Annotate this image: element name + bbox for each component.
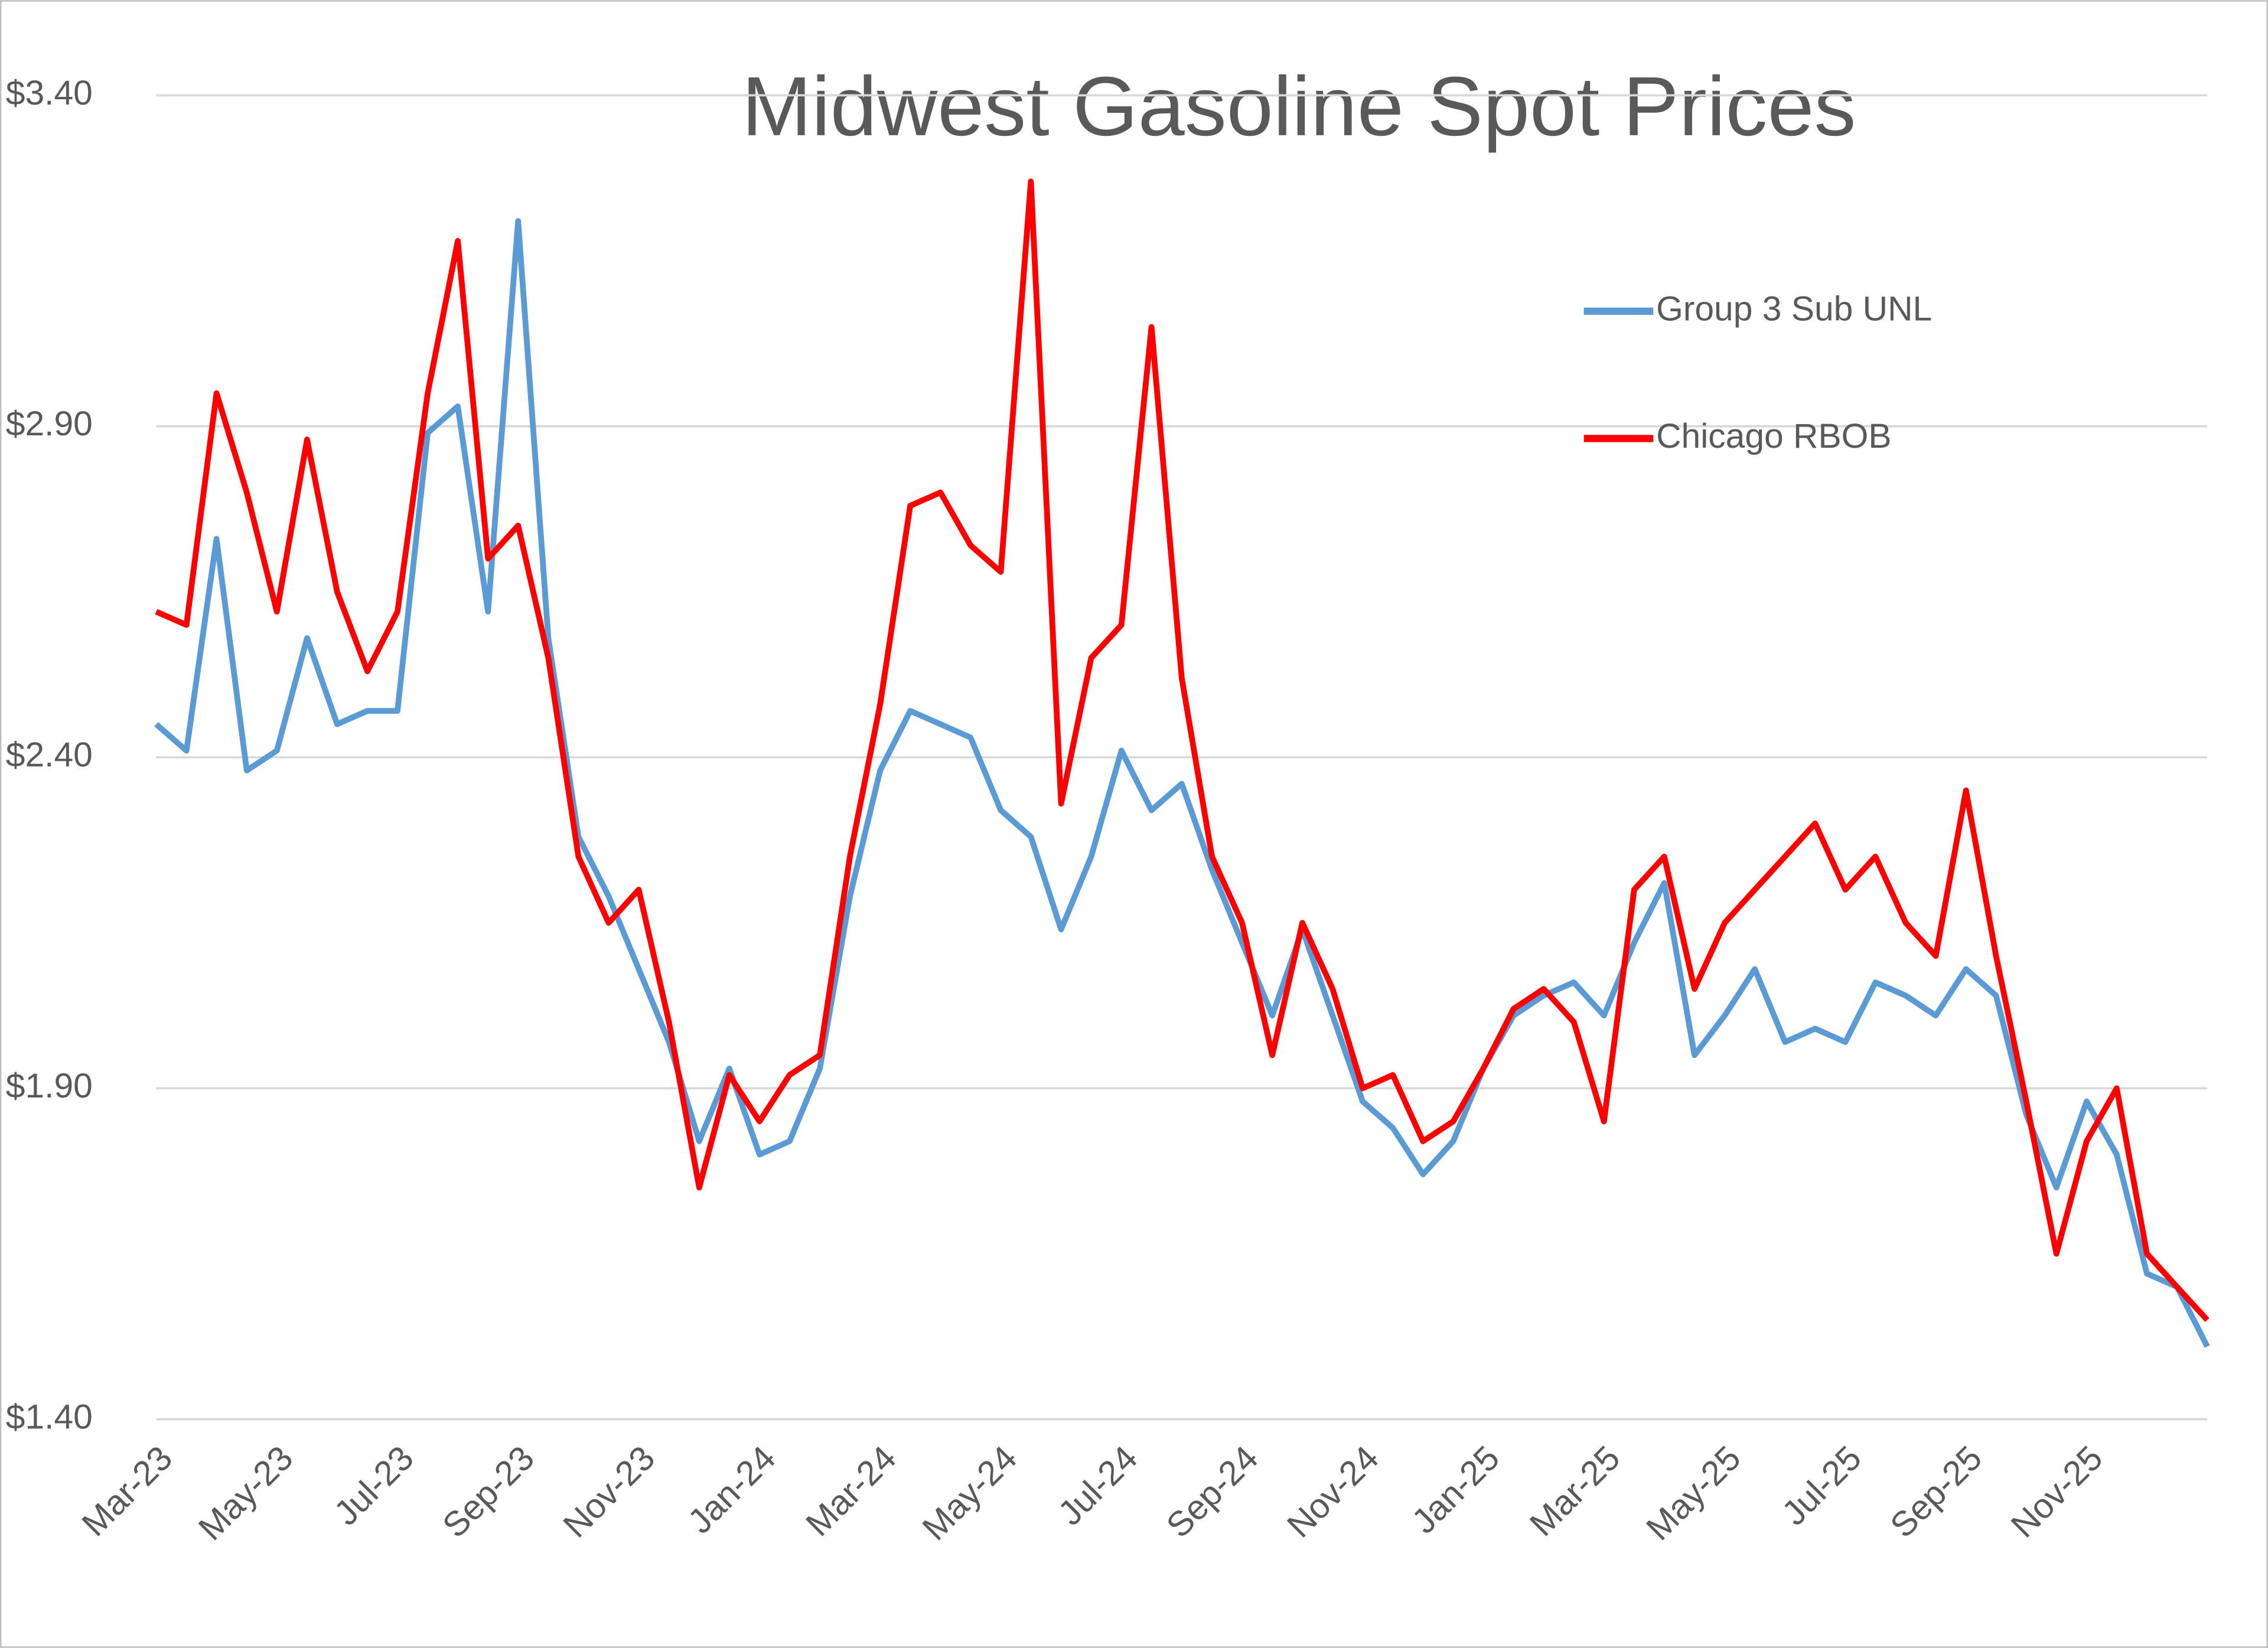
y-tick-label: $3.40 bbox=[6, 74, 93, 112]
data-line bbox=[155, 178, 2210, 1323]
y-tick-label: $2.40 bbox=[6, 736, 93, 774]
legend-label: Chicago RBOB bbox=[1656, 417, 1891, 455]
data-line bbox=[154, 218, 2210, 1348]
y-tick-label: $1.90 bbox=[6, 1067, 93, 1105]
chart-title: Midwest Gasoline Spot Prices bbox=[742, 60, 1856, 154]
y-tick-label: $1.40 bbox=[6, 1398, 93, 1436]
y-tick-label: $2.90 bbox=[6, 405, 93, 443]
legend-label: Group 3 Sub UNL bbox=[1656, 289, 1932, 328]
